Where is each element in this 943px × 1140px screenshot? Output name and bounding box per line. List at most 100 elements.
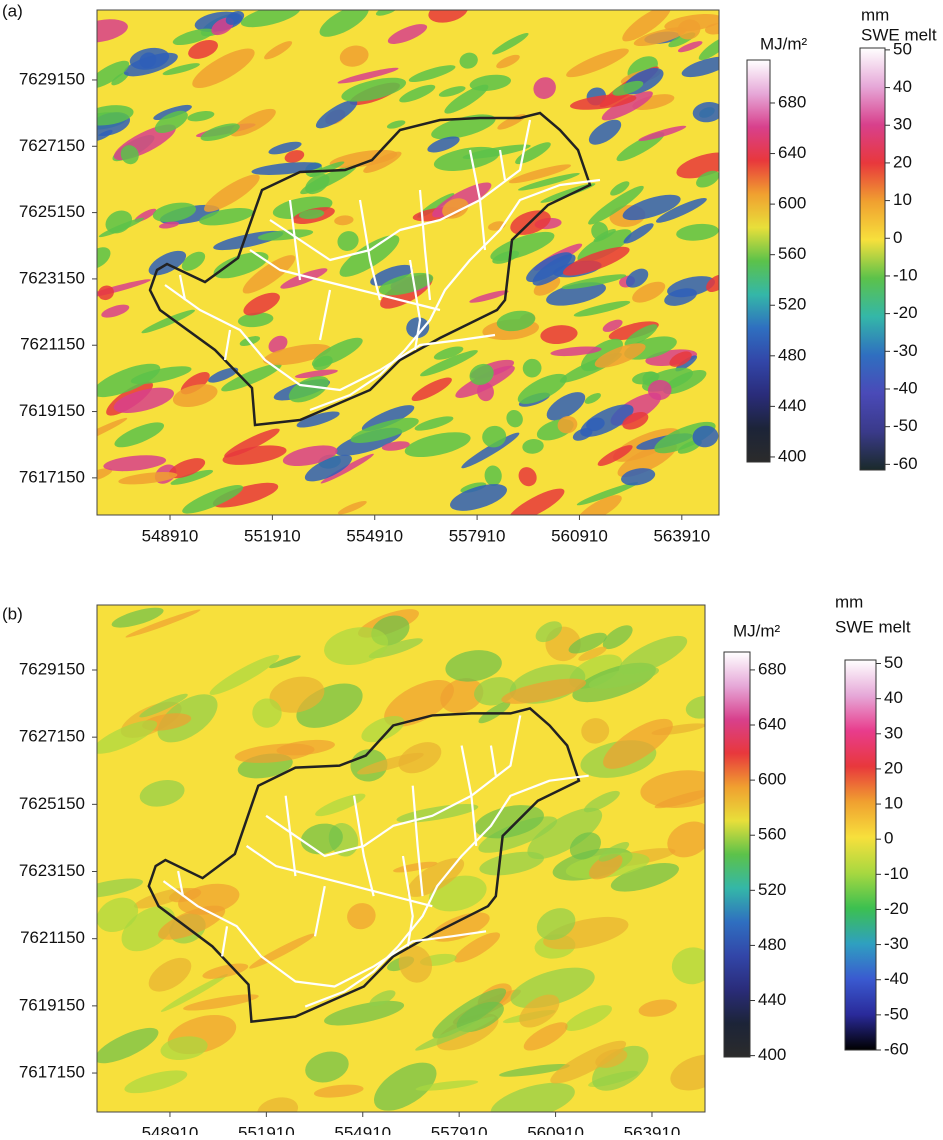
terrain-patch: [202, 963, 249, 979]
terrain-patch: [305, 1051, 349, 1083]
terrain-patch: [460, 482, 487, 493]
colorbar-tick-label: 10: [893, 190, 912, 209]
stream: [177, 870, 185, 897]
terrain-patch: [124, 1070, 188, 1094]
terrain-patch: [381, 441, 410, 451]
terrain-patch: [178, 883, 240, 915]
stream: [265, 715, 522, 858]
terrain-patch: [257, 1097, 299, 1112]
terrain-patch: [586, 417, 605, 432]
terrain-patch: [557, 416, 578, 434]
catchment-outline: [148, 111, 592, 427]
terrain-patch: [603, 718, 673, 769]
colorbar-tick-label: -20: [884, 899, 909, 918]
terrain-patch: [182, 485, 244, 514]
terrain-patch: [612, 80, 644, 96]
terrain-patch: [601, 91, 653, 121]
colorbar-tick-label: -20: [893, 303, 918, 322]
terrain-patch: [428, 10, 468, 23]
terrain-patch: [597, 445, 633, 466]
terrain-patch: [276, 739, 335, 756]
terrain-patch: [113, 387, 174, 413]
terrain-patch: [450, 484, 507, 511]
y-tick-label: 7625150: [19, 202, 85, 221]
x-tick-label: 560910: [527, 1123, 584, 1135]
terrain-patch: [200, 123, 240, 142]
y-tick-label: 7627150: [19, 136, 85, 155]
terrain-patch: [572, 427, 593, 441]
terrain-patch: [257, 229, 314, 241]
terrain-patch: [444, 84, 489, 114]
terrain-patch: [252, 698, 282, 728]
terrain-patch: [535, 621, 562, 643]
terrain-patch: [361, 716, 405, 743]
colorbar-tick-label: 600: [778, 194, 806, 213]
terrain-patch: [114, 422, 165, 448]
terrain-patch: [209, 654, 280, 695]
terrain-patch: [162, 63, 200, 76]
terrain-patch: [398, 945, 433, 983]
terrain-patch: [199, 208, 254, 226]
terrain-patch: [415, 1080, 479, 1091]
terrain-patch: [320, 453, 374, 484]
terrain-patch: [670, 1054, 705, 1091]
x-tick-label: 551910: [244, 526, 301, 545]
colorbar-title: MJ/m²: [760, 34, 808, 53]
terrain-patch: [692, 101, 719, 123]
terrain-patch: [118, 472, 178, 485]
terrain-patch: [454, 932, 501, 963]
terrain-patch: [288, 376, 329, 403]
stream: [313, 885, 326, 937]
terrain-patch: [111, 72, 129, 86]
terrain-patch: [268, 335, 288, 353]
terrain-patch: [125, 609, 201, 638]
terrain-patch: [477, 382, 494, 402]
terrain-patch: [591, 222, 609, 241]
terrain-patch: [622, 10, 671, 42]
terrain-patch: [347, 903, 376, 930]
terrain-patch: [656, 197, 707, 223]
y-tick-label: 7623150: [19, 861, 85, 880]
terrain-patch: [350, 417, 419, 444]
terrain-patch: [384, 680, 454, 727]
x-tick-label: 557910: [431, 1123, 488, 1135]
terrain-patch: [562, 246, 630, 276]
terrain-patch: [667, 821, 705, 858]
colorbar-tick-label: 480: [778, 345, 806, 364]
terrain-patch: [339, 45, 369, 67]
terrain-patch: [496, 310, 536, 332]
terrain-patch: [242, 255, 296, 294]
terrain-patch: [387, 24, 428, 45]
terrain-patch: [284, 150, 305, 163]
map-panel: (a) 548910 551910 554910 557910 560910 563910 7…: [2, 1, 937, 545]
terrain-patch: [671, 947, 705, 985]
terrain-patch: [576, 482, 639, 506]
terrain-patch: [508, 164, 572, 184]
terrain-patch: [208, 367, 239, 383]
colorbar: [723, 651, 751, 1058]
terrain-patch: [375, 10, 398, 16]
terrain-patch: [588, 853, 623, 880]
terrain-patch: [431, 114, 496, 140]
terrain-patch: [445, 650, 502, 682]
terrain-patch: [296, 411, 340, 428]
terrain-patch: [677, 19, 701, 40]
terrain-patch: [577, 495, 622, 515]
terrain-patch: [704, 23, 719, 35]
terrain-patch: [111, 607, 164, 628]
terrain-patch: [433, 346, 464, 360]
terrain-patch: [305, 173, 330, 195]
terrain-patch: [625, 268, 649, 288]
colorbar-title: SWE melt: [861, 25, 937, 44]
terrain-patch: [638, 999, 677, 1017]
terrain-patch: [170, 469, 214, 485]
terrain-patch: [158, 221, 180, 229]
terrain-patch: [269, 676, 325, 713]
terrain-patch: [324, 1000, 405, 1026]
terrain-patch: [315, 793, 366, 817]
terrain-patch: [484, 465, 502, 486]
colorbar-tick-label: 40: [884, 688, 903, 707]
terrain-patch: [598, 841, 630, 862]
terrain-patch: [280, 268, 328, 289]
